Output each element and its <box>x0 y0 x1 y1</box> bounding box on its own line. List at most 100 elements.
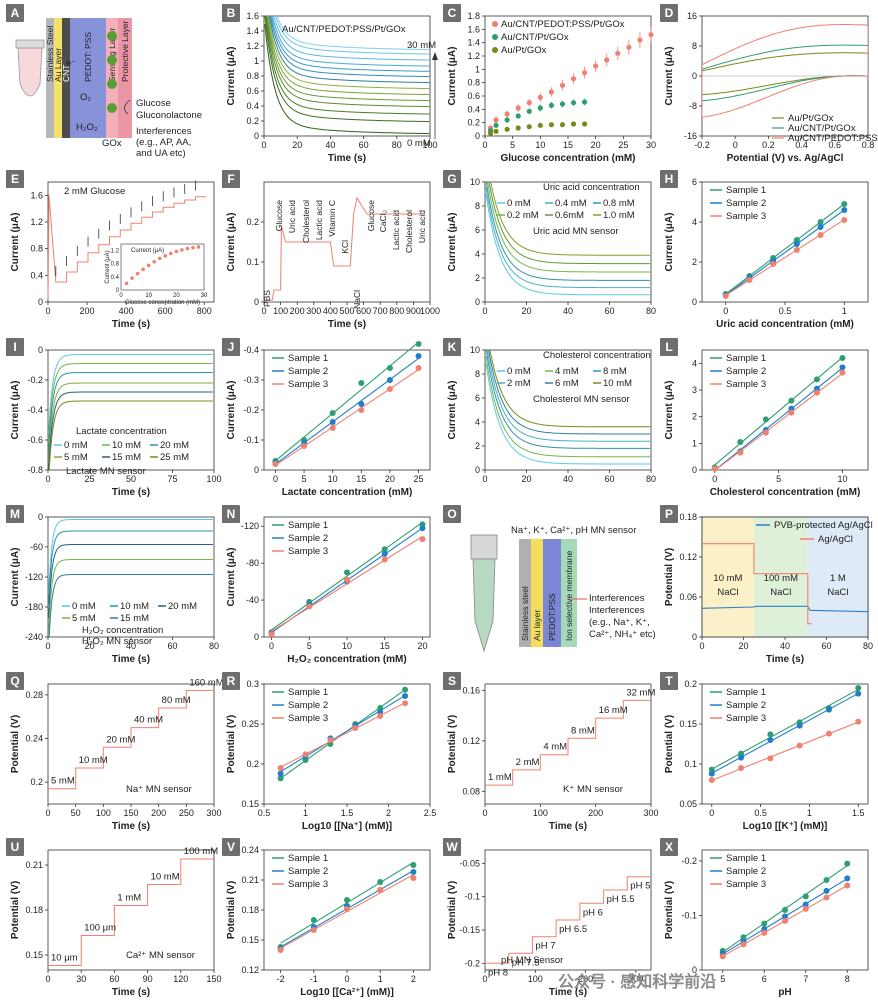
legend-label-0: Sample 1 <box>726 687 766 698</box>
x-tick-label: 0.8 <box>862 140 875 150</box>
x-tick-label: 60 <box>604 474 614 484</box>
y-tick-label: 0.4 <box>246 101 259 111</box>
y-tick-label: 1.2 <box>246 41 259 51</box>
data-point <box>817 232 824 238</box>
x-tick-label: 400 <box>323 306 338 316</box>
panel-label-n: N <box>222 505 240 523</box>
lactate-curve-3 <box>48 382 213 463</box>
x-tick-label: 0 <box>45 474 50 484</box>
panel-svg-v: -2 -1 0 1 2 0.12 0.15 0.18 0.21 0.24 Log10 [[Ca²⁺]… <box>226 845 431 998</box>
curve-6 <box>268 16 430 90</box>
panel-svg-r: 0.5 1 1.5 2 2.5 0.15 0.2 0.25 0.3 Log10 [[Na⁺] (m… <box>226 679 436 832</box>
sensor-label: H₂O₂ MN sensor <box>82 636 152 647</box>
y-tick-label: -0.2 <box>681 856 697 866</box>
stair-trace <box>485 876 651 964</box>
x-tick-label: 20 <box>521 474 531 484</box>
legend-label-0: Sample 1 <box>726 353 766 364</box>
interference-trace <box>264 196 422 301</box>
legend-label-5: 25 mM <box>160 452 189 463</box>
y-axis-label: Potential (V) <box>226 715 237 773</box>
legend-label-2: 20 mM <box>160 440 189 451</box>
y-tick-label: 0.12 <box>241 965 259 975</box>
legend-label-1: Au/CNT/Pt/GOx <box>788 123 856 134</box>
legend-marker <box>492 47 498 53</box>
legend-label-0: Sample 1 <box>288 853 328 864</box>
y-axis-label: Potential (V) <box>664 548 675 606</box>
h2o2-curve-3 <box>48 559 213 634</box>
x-tick-label: 150 <box>206 974 221 984</box>
inset-point <box>141 267 145 272</box>
y-tick-label: 0.21 <box>241 875 259 885</box>
y-tick-label: 0 <box>38 512 43 522</box>
y-axis-label: Current (μA) <box>226 213 237 272</box>
data-point <box>515 105 521 111</box>
x-tick-label: 20 <box>417 641 427 651</box>
y-tick-label: -0.4 <box>243 345 259 355</box>
region-label-1: 100 mM <box>764 573 798 584</box>
x-tick-label: 0.4 <box>795 140 808 150</box>
inset-xtick: 10 <box>145 293 152 299</box>
legend-label-1: Sample 2 <box>726 198 766 209</box>
x-tick-label: 300 <box>306 306 321 316</box>
y-axis-label: Potential (V) <box>447 881 458 939</box>
stair-trace <box>485 699 651 786</box>
panel-svg-u: 0 30 60 90 120 150 0.15 0.18 0.21 Time (s) Potenti… <box>10 846 222 998</box>
data-point <box>738 754 745 761</box>
data-point <box>344 576 350 583</box>
step-label-1: 2 mM <box>516 757 540 768</box>
legend-label-1: 0.4 mM <box>555 198 587 209</box>
y-axis-label: Current (μA) <box>10 548 21 607</box>
y-tick-label: 8 <box>475 369 480 379</box>
x-tick-label: 80 <box>392 140 402 150</box>
data-point <box>740 941 747 948</box>
x-tick-label: 250 <box>179 808 194 818</box>
x-tick-label: 50 <box>71 808 81 818</box>
x-tick-label: -2 <box>277 974 285 984</box>
curve-5 <box>267 16 430 96</box>
lactate-curve-0 <box>48 354 213 435</box>
h2o2-curve-2 <box>48 544 213 619</box>
fit-line-1 <box>275 357 419 465</box>
x-tick-label: 0 <box>261 140 266 150</box>
chart-title: Au/CNT/PEDOT:PSS/Pt/GOx <box>282 24 406 35</box>
h2o2-label: H₂O₂ <box>76 122 98 133</box>
data-point <box>358 401 365 407</box>
step-label-0: 5 mM <box>51 776 75 787</box>
x-tick-label: 30 <box>646 140 656 150</box>
legend-marker <box>492 21 498 27</box>
x-tick-label: 10 <box>535 140 545 150</box>
data-point <box>737 449 744 456</box>
data-point <box>626 44 632 50</box>
data-point <box>419 525 426 532</box>
data-point <box>802 905 809 912</box>
panel-l: L 0 5 10 0 1 2 3 4 Cholesterol concentration (mM)… <box>660 338 874 500</box>
y-tick-label: 1.4 <box>246 26 259 36</box>
y-tick-label: -80 <box>246 558 259 568</box>
data-point <box>329 410 336 416</box>
x-tick-label: 80 <box>863 641 873 651</box>
data-point <box>782 913 788 920</box>
data-point <box>839 369 846 376</box>
legend-label-1: 10 mM <box>120 601 149 612</box>
y-tick-label: 0.24 <box>25 734 43 744</box>
y-tick-label: -0.2 <box>27 375 43 385</box>
step-label-4: 16 mM <box>599 705 628 716</box>
panel-label-x: X <box>660 838 678 856</box>
layer-3 <box>561 539 577 647</box>
interferent-label-4: Lactic acid <box>314 200 324 240</box>
interferent-label-3: Cholesterol <box>301 200 311 243</box>
top-label: 30 mM <box>407 40 436 51</box>
x-tick-label: 2 <box>411 974 416 984</box>
data-point <box>746 277 753 283</box>
lactate-curve-4 <box>48 391 213 470</box>
data-point <box>582 99 588 105</box>
panel-label-o: O <box>443 505 461 523</box>
data-point <box>548 89 554 95</box>
y-tick-label: -0.6 <box>27 435 43 445</box>
y-tick-label: -120 <box>241 521 259 531</box>
decay-curve-1 <box>485 186 650 289</box>
data-point <box>277 765 284 771</box>
data-point <box>487 130 494 136</box>
curve-13 <box>276 16 430 51</box>
legend-marker <box>492 34 498 40</box>
